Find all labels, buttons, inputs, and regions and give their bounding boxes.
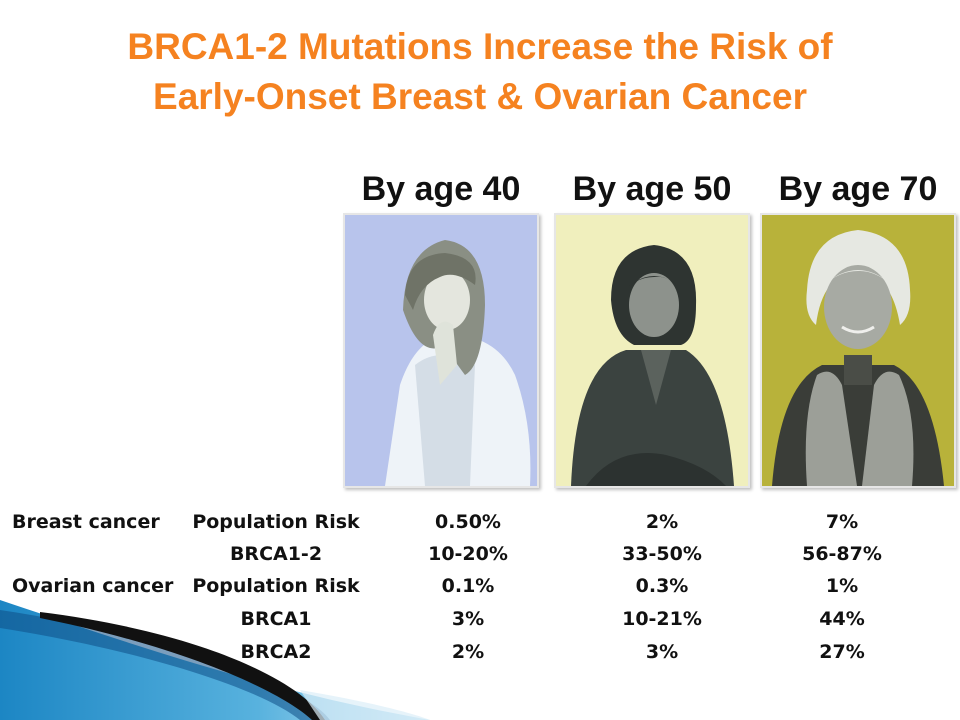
risk-by-50: 3%	[645, 641, 679, 663]
risk-by-40: 10-20%	[428, 543, 508, 565]
age-header-50: By age 50	[572, 170, 732, 208]
risk-by-70: 1%	[825, 575, 859, 597]
row-group: Population Risk	[192, 575, 360, 597]
risk-by-70: 27%	[819, 641, 865, 663]
risk-by-70: 56-87%	[802, 543, 882, 565]
risk-by-70: 44%	[819, 608, 865, 630]
risk-by-40: 0.1%	[441, 575, 495, 597]
risk-by-70: 7%	[825, 511, 859, 533]
risk-by-50: 33-50%	[622, 543, 702, 565]
row-group: BRCA1-2	[229, 543, 323, 565]
young-woman-photo	[343, 213, 539, 488]
risk-by-50: 10-21%	[622, 608, 702, 630]
row-group: BRCA1	[240, 608, 312, 630]
slide-title: BRCA1-2 Mutations Increase the Risk of E…	[0, 22, 960, 122]
risk-by-50: 2%	[645, 511, 679, 533]
age-header-70: By age 70	[778, 170, 938, 208]
risk-by-40: 2%	[451, 641, 485, 663]
risk-by-40: 0.50%	[435, 511, 501, 533]
title-line-1: BRCA1-2 Mutations Increase the Risk of	[127, 26, 833, 67]
title-line-2: Early-Onset Breast & Ovarian Cancer	[153, 76, 807, 117]
age-header-40: By age 40	[361, 170, 521, 208]
middle-aged-woman-photo	[554, 213, 750, 488]
row-group: BRCA2	[240, 641, 312, 663]
row-category: Ovarian cancer	[12, 575, 174, 597]
risk-by-40: 3%	[451, 608, 485, 630]
row-category: Breast cancer	[12, 511, 160, 533]
row-group: Population Risk	[192, 511, 360, 533]
older-woman-photo	[760, 213, 956, 488]
risk-by-50: 0.3%	[635, 575, 689, 597]
